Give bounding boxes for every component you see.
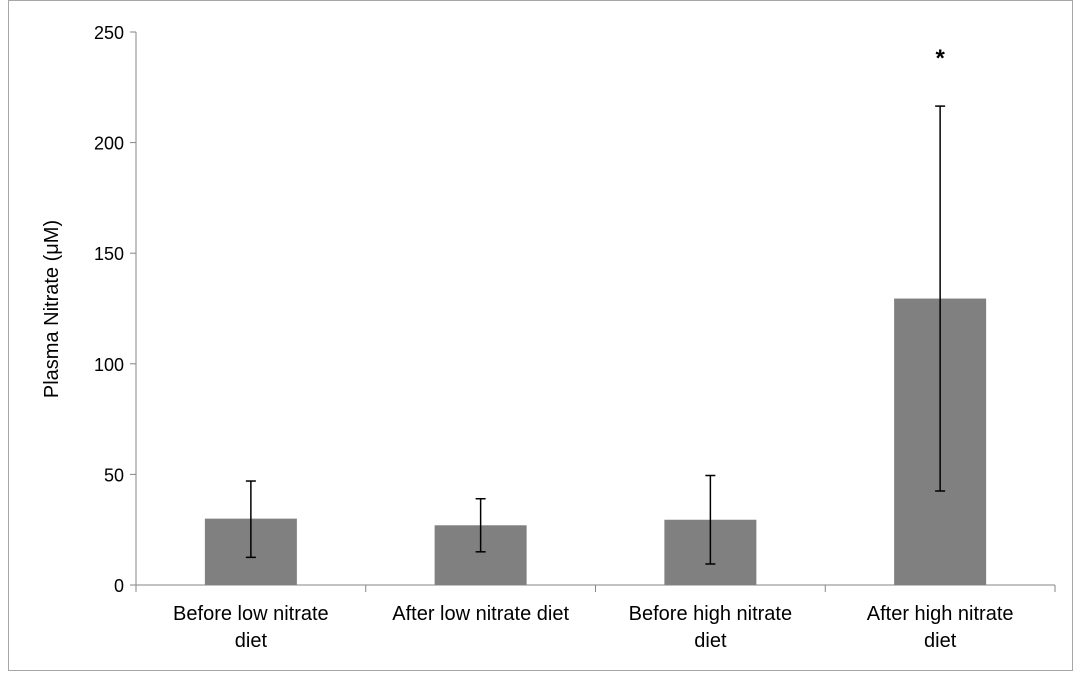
category-label: After low nitrate diet: [392, 603, 569, 625]
y-axis-label: Plasma Nitrate (μM): [41, 220, 63, 398]
category-label: diet: [694, 630, 727, 652]
category-label: Before low nitrate: [173, 603, 329, 625]
tick-labels-group: 0 50 100 150 200 250: [94, 23, 124, 596]
annotations-group: *: [935, 45, 945, 72]
y-tick-label: 150: [94, 244, 124, 264]
significance-marker: *: [935, 45, 945, 72]
y-tick-label: 100: [94, 355, 124, 375]
category-label: diet: [924, 630, 957, 652]
category-label: diet: [235, 630, 268, 652]
error-bars-group: [245, 105, 946, 565]
category-label: After high nitrate: [867, 603, 1014, 625]
y-tick-label: 50: [104, 465, 124, 485]
y-tick-label: 200: [94, 134, 124, 154]
category-labels-group: Before low nitrate diet After low nitrate …: [173, 603, 1013, 652]
category-label: Before high nitrate: [629, 603, 792, 625]
y-tick-label: 0: [114, 576, 124, 596]
y-tick-label: 250: [94, 23, 124, 43]
